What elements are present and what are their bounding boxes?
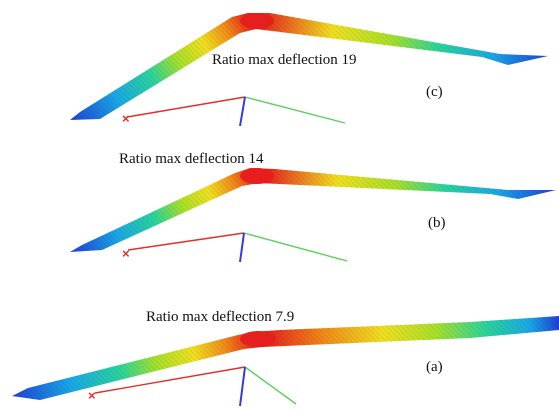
panel-b-tag: (b) (428, 215, 446, 231)
z-axis-line (244, 96, 346, 124)
wing-mesh-overlay (12, 316, 559, 400)
panel-a-caption: Ratio max deflection 7.9 (146, 309, 294, 325)
panel-b-axes: × (122, 232, 348, 263)
panel-c-tag: (c) (426, 84, 443, 100)
y-axis-line (239, 232, 245, 263)
max-deflection-hotspot (240, 168, 274, 184)
panel-a-wing (12, 316, 559, 400)
x-axis-marker: × (122, 111, 130, 126)
x-axis-marker: × (122, 246, 130, 261)
panel-b-wing (70, 168, 556, 252)
x-axis-line (126, 96, 246, 118)
panel-a-axes: × (88, 366, 297, 407)
panel-c: × Ratio max deflection 19 (c) (70, 13, 548, 127)
z-axis-line (244, 366, 297, 405)
z-axis-line (243, 232, 348, 262)
x-axis-line (94, 366, 246, 394)
y-axis-line (239, 96, 246, 127)
max-deflection-hotspot (240, 13, 274, 29)
panel-a-tag: (a) (426, 359, 443, 375)
wing-mesh-overlay (70, 13, 548, 120)
max-deflection-hotspot (240, 331, 276, 347)
panel-b-caption: Ratio max deflection 14 (119, 151, 264, 167)
panel-a: × Ratio max deflection 7.9 (a) (12, 309, 559, 407)
panel-c-wing (70, 13, 548, 120)
x-axis-line (127, 232, 245, 251)
panel-c-axes: × (122, 96, 346, 127)
panel-b: × Ratio max deflection 14 (b) (70, 151, 556, 263)
y-axis-line (239, 366, 246, 407)
wing-mesh-overlay (70, 168, 556, 252)
x-axis-marker: × (88, 388, 96, 403)
panel-c-caption: Ratio max deflection 19 (212, 52, 357, 68)
